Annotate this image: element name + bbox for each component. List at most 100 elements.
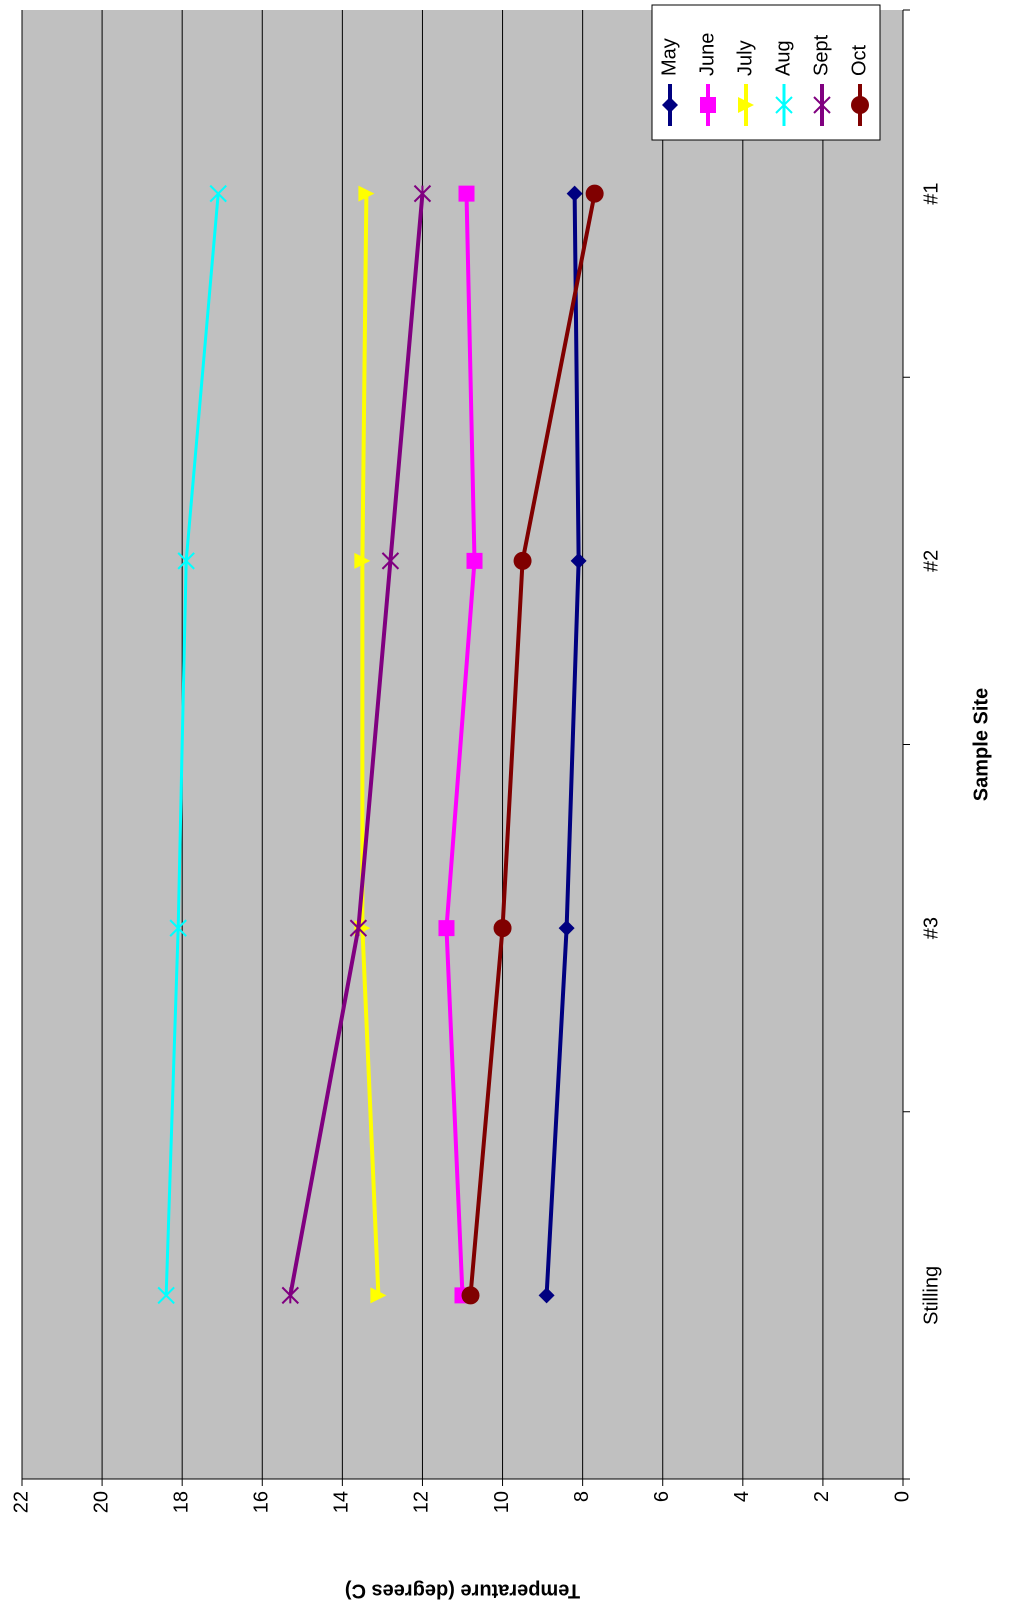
legend-item-aug: Aug [772, 40, 794, 126]
marker-shape [851, 96, 869, 114]
series-line [444, 193, 477, 1296]
marker-shape [349, 919, 368, 937]
marker-shape [177, 552, 195, 570]
value-tick-label: 20 [90, 1491, 112, 1513]
data-point [354, 552, 371, 569]
category-tick-label: Stilling [920, 1266, 942, 1325]
value-tick-label: 2 [811, 1491, 833, 1502]
marker-shape [413, 184, 432, 203]
series-line [360, 193, 381, 1296]
marker-shape [775, 96, 793, 114]
series-line [544, 193, 581, 1296]
marker-shape [558, 920, 575, 937]
data-point [585, 184, 604, 203]
marker-shape [458, 185, 475, 202]
legend-item-july: July [734, 40, 756, 126]
series-line [468, 193, 597, 1296]
value-tick-label: 8 [571, 1491, 593, 1502]
data-point [513, 551, 532, 570]
marker-shape [438, 920, 455, 937]
marker-shape [354, 552, 371, 569]
category-tick-label: #1 [920, 183, 942, 205]
grid-lines [21, 10, 824, 1479]
marker-shape [700, 97, 716, 113]
data-point [558, 920, 575, 937]
data-point [538, 1287, 555, 1304]
series-june [438, 185, 483, 1304]
legend-label: June [696, 33, 718, 76]
y-axis-title: Temperature (degrees C) [345, 1580, 580, 1602]
marker-shape [493, 919, 512, 938]
series-layer [157, 184, 604, 1305]
marker-shape [370, 1287, 387, 1304]
legend-item-sept: Sept [810, 34, 832, 126]
marker-shape [813, 96, 831, 114]
category-tick-label: #2 [920, 550, 942, 572]
value-tick-label: 6 [651, 1491, 673, 1502]
data-point [438, 920, 455, 937]
data-point [493, 919, 512, 938]
legend-item-june: June [696, 33, 718, 126]
data-point [413, 184, 432, 203]
category-tick-label: #3 [920, 917, 942, 939]
value-tick-label: 18 [170, 1491, 192, 1513]
marker-shape [566, 185, 583, 202]
series-aug [157, 184, 227, 1305]
legend-item-may: May [658, 38, 680, 126]
marker-shape [738, 97, 754, 113]
data-point [358, 185, 375, 202]
data-point [169, 919, 187, 937]
marker-shape [281, 1286, 300, 1305]
marker-shape [169, 919, 187, 937]
legend-label: July [734, 40, 756, 76]
series-oct [461, 184, 604, 1305]
marker-shape [570, 552, 587, 569]
marker-shape [538, 1287, 555, 1304]
marker-shape [157, 1286, 175, 1305]
value-tick-label: 22 [10, 1491, 32, 1513]
value-tick-label: 0 [891, 1491, 913, 1502]
legend-marker [700, 97, 716, 113]
legend-marker [738, 97, 754, 113]
data-point [370, 1287, 387, 1304]
value-tick-label: 16 [251, 1491, 273, 1513]
series-sept [281, 184, 432, 1305]
legend-label: Oct [848, 44, 870, 76]
legend-marker [662, 97, 678, 113]
axes: 0 2 4 6 8 10 12 14 16 18 20 22 Stilling #3 #2 #1 Sample … [10, 9, 992, 1602]
marker-shape [358, 185, 375, 202]
legend-item-oct: Oct [848, 44, 870, 126]
series-may [538, 185, 587, 1304]
marker-shape [662, 97, 678, 113]
legend-label: Aug [772, 40, 794, 76]
data-point [566, 185, 583, 202]
data-point [281, 1286, 300, 1305]
data-point [177, 552, 195, 570]
data-point [381, 552, 400, 570]
data-point [349, 919, 368, 937]
legend-label: Sept [810, 34, 832, 76]
data-point [458, 185, 475, 202]
marker-shape [461, 1286, 480, 1305]
marker-shape [585, 184, 604, 203]
data-point [466, 552, 483, 569]
legend: May June July Aug Sept Oct [651, 4, 881, 141]
marker-shape [466, 552, 483, 569]
marker-shape [381, 552, 400, 570]
legend-label: May [658, 38, 680, 76]
series-line [164, 193, 220, 1296]
value-tick-label: 4 [731, 1491, 753, 1502]
legend-marker [851, 96, 869, 114]
marker-shape [513, 551, 532, 570]
data-point [157, 1286, 175, 1305]
x-axis-title: Sample Site [970, 688, 992, 801]
data-point [570, 552, 587, 569]
marker-shape [209, 184, 227, 203]
value-tick-label: 10 [491, 1491, 513, 1513]
legend-marker [813, 96, 831, 114]
data-point [461, 1286, 480, 1305]
series-line [288, 193, 425, 1296]
legend-box [651, 4, 881, 141]
legend-marker [775, 96, 793, 114]
